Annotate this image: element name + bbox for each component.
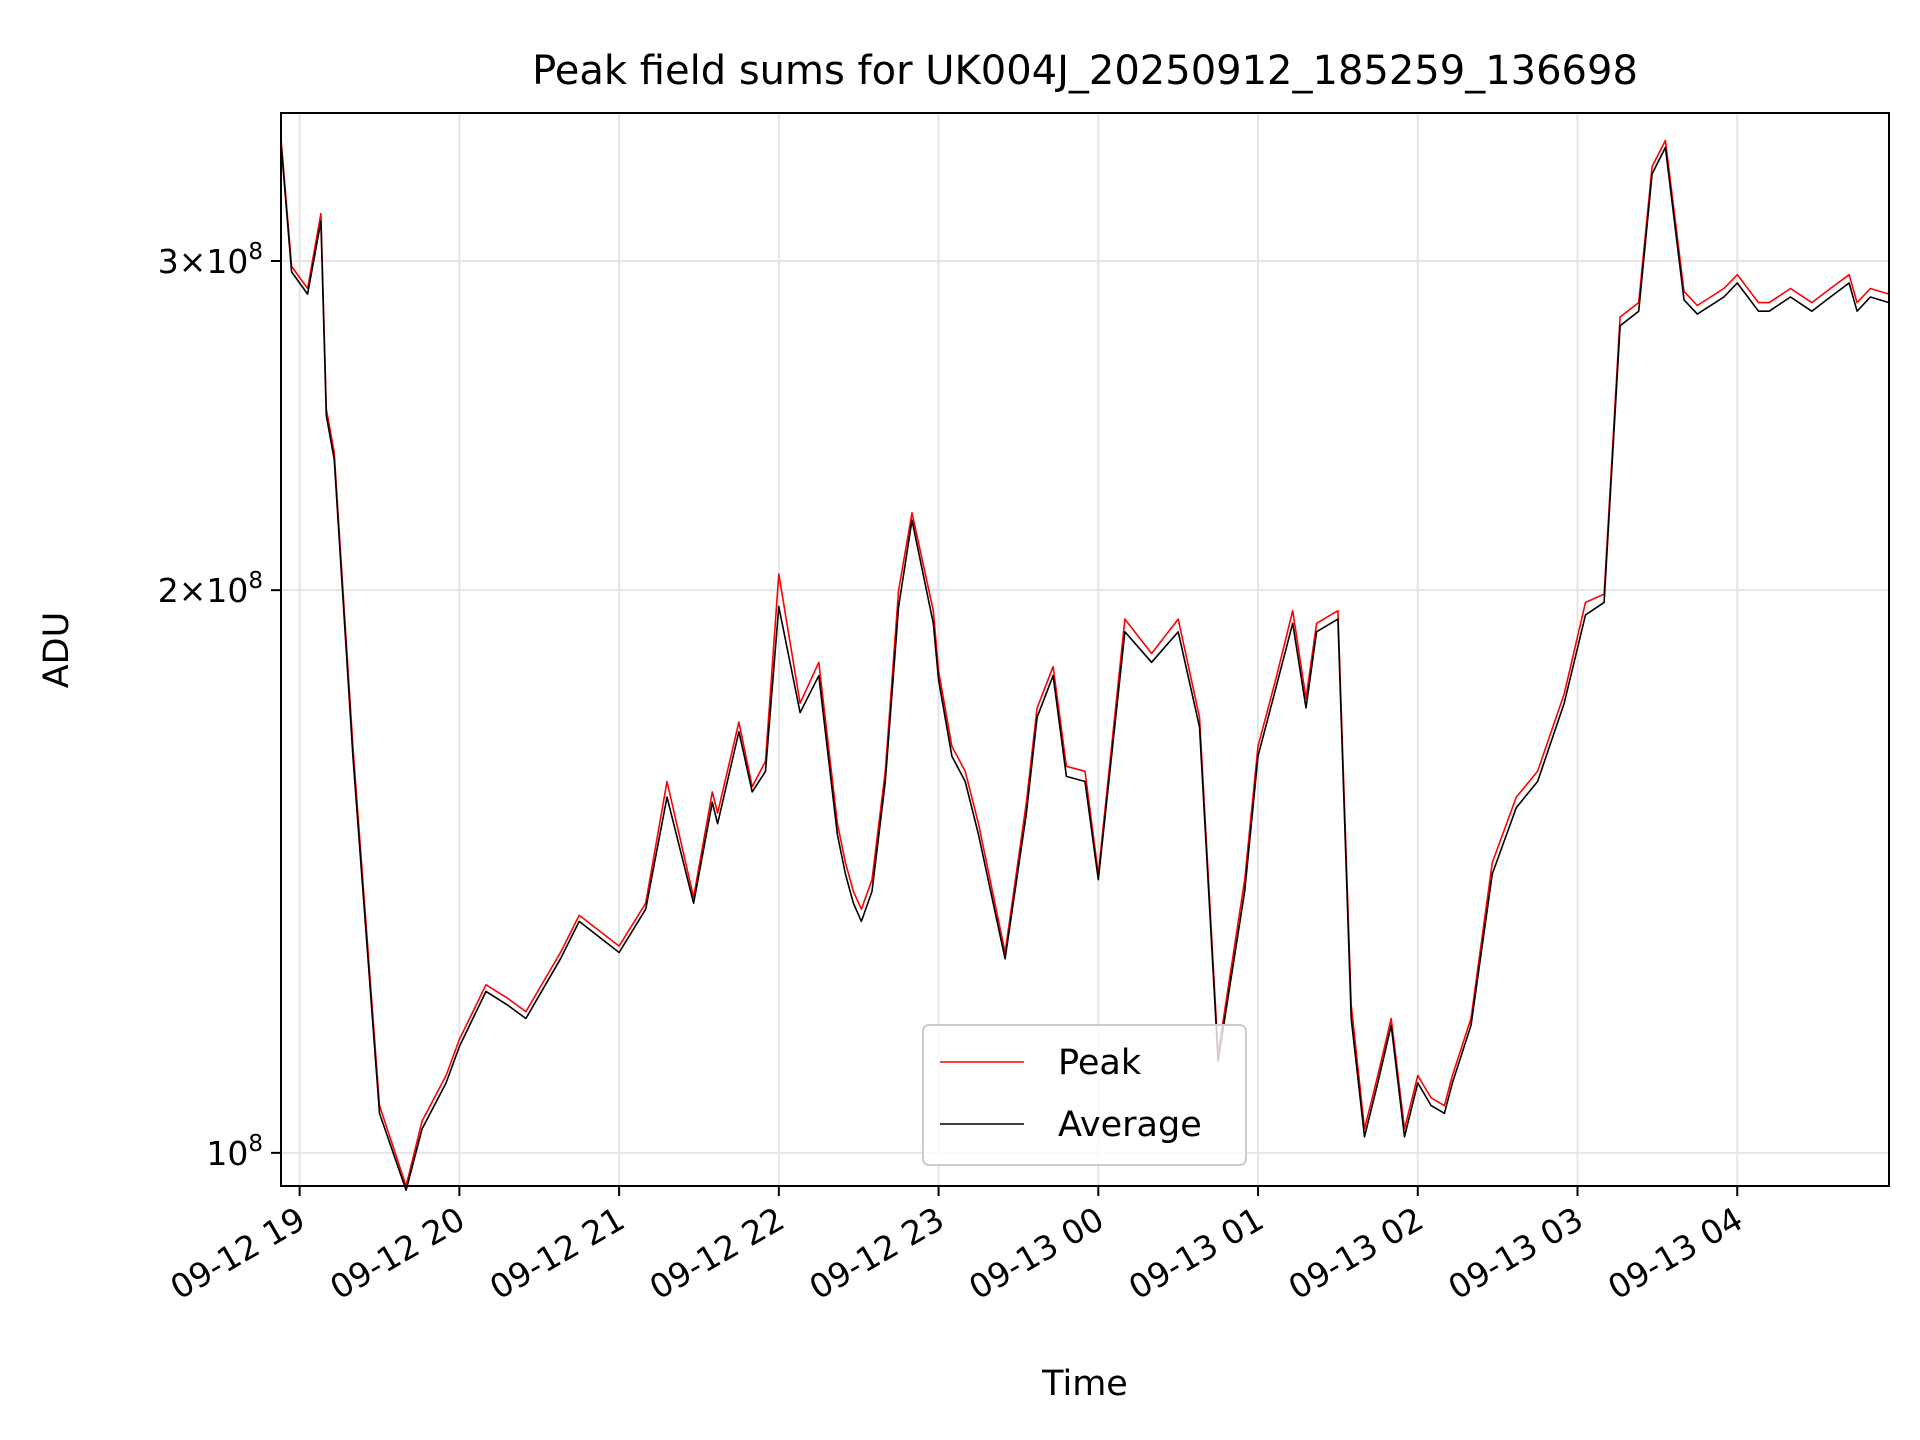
legend: Peak Average [922,1024,1247,1166]
y-tick-label: 2×108 [158,568,263,610]
series-line-average [280,142,1890,1191]
x-axis-label: Time [1041,1364,1128,1404]
y-tick-label: 108 [206,1131,263,1173]
series-line-peak [280,138,1890,1187]
y-axis: 108 2×108 3×108 [158,239,281,1173]
chart-title: Peak field sums for UK004J_20250912_1852… [532,48,1638,94]
plot-frame [280,112,1890,1187]
legend-label-average: Average [1058,1105,1202,1145]
y-axis-label: ADU [37,612,77,689]
legend-box [922,1024,1247,1166]
series-layer [280,138,1890,1191]
legend-label-peak: Peak [1058,1043,1142,1083]
y-tick-label: 3×108 [158,239,263,281]
